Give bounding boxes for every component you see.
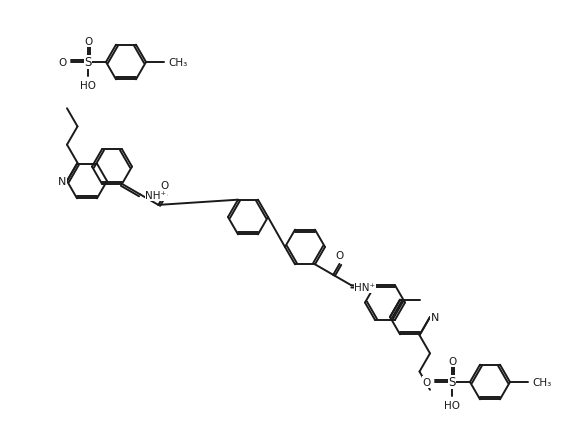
Text: N: N [58, 177, 66, 187]
Text: HO: HO [80, 81, 96, 91]
Text: CH₃: CH₃ [168, 58, 187, 68]
Text: N: N [431, 312, 439, 322]
Text: O: O [59, 58, 67, 68]
Text: CH₃: CH₃ [532, 377, 551, 387]
Text: S: S [448, 376, 456, 389]
Text: O: O [423, 377, 431, 387]
Text: HN⁺: HN⁺ [355, 283, 375, 293]
Text: NH⁺: NH⁺ [145, 191, 166, 201]
Text: O: O [84, 37, 92, 47]
Text: HO: HO [444, 400, 460, 410]
Text: S: S [84, 57, 92, 69]
Text: O: O [161, 180, 169, 191]
Text: O: O [448, 356, 456, 366]
Text: O: O [335, 251, 344, 260]
